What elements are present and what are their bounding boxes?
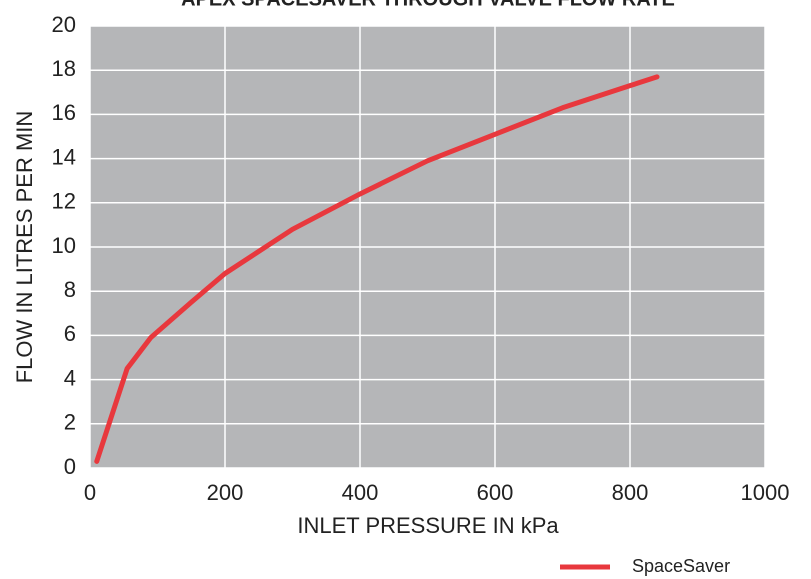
x-tick-label: 600 [477,480,514,505]
y-tick-label: 2 [64,410,76,435]
chart-title: APEX SPACESAVER THROUGH VALVE FLOW RATE [181,0,675,10]
x-tick-label: 200 [207,480,244,505]
y-axis-label: FLOW IN LITRES PER MIN [12,111,37,384]
y-tick-label: 20 [52,12,76,37]
y-tick-label: 6 [64,321,76,346]
y-tick-label: 12 [52,189,76,214]
y-tick-label: 0 [64,454,76,479]
x-tick-label: 800 [612,480,649,505]
y-tick-label: 10 [52,233,76,258]
y-tick-label: 4 [64,365,76,390]
y-tick-label: 14 [52,144,76,169]
y-tick-label: 16 [52,100,76,125]
data-line [94,74,660,464]
y-tick-label: 8 [64,277,76,302]
y-tick-label: 18 [52,56,76,81]
legend-label: SpaceSaver [632,556,730,576]
x-tick-label: 400 [342,480,379,505]
x-tick-label: 0 [84,480,96,505]
x-tick-label: 1000 [741,480,790,505]
x-axis-label: INLET PRESSURE IN kPa [297,513,559,538]
